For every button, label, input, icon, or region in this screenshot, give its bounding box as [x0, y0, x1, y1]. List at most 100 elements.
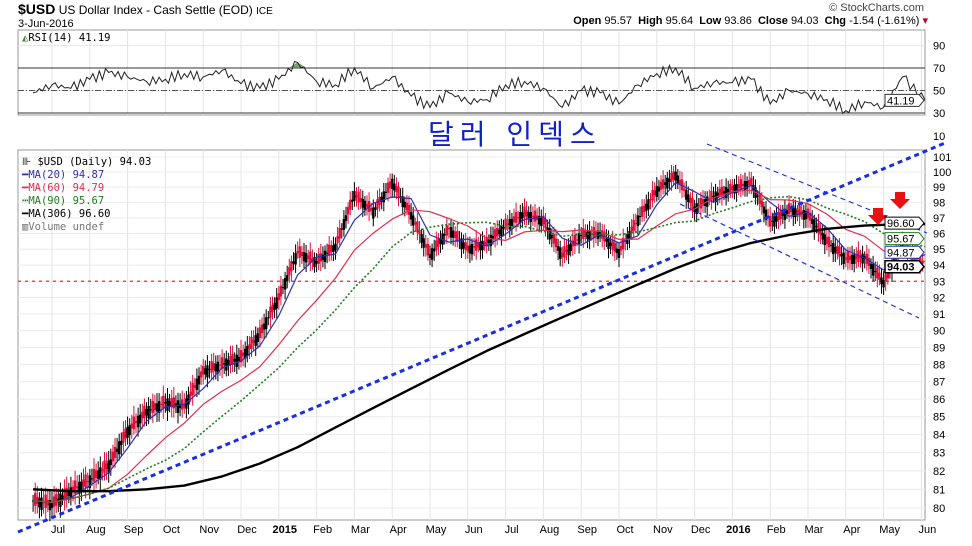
price-candle-body [281, 287, 285, 289]
price-candle-body [685, 189, 688, 200]
price-candle-body [237, 356, 241, 362]
price-candle-body [521, 212, 524, 219]
price-candle-body [855, 255, 858, 260]
price-candle-body [661, 179, 665, 189]
price-tick-label: 81 [933, 484, 945, 496]
price-candle-body [821, 232, 824, 240]
price-candle-body [613, 242, 616, 252]
price-candle-body [298, 246, 301, 258]
stockcharts-credit[interactable]: © StockCharts.com [829, 2, 924, 14]
price-candle-body [554, 238, 558, 248]
price-candle-body [796, 209, 799, 214]
price-candle-body [670, 172, 673, 182]
price-candle-body [871, 264, 875, 276]
price-candle-body [758, 193, 761, 205]
value-tag-label: 95.67 [887, 234, 915, 246]
price-candle-body [277, 293, 280, 301]
price-candle-body [449, 227, 453, 238]
price-candle-body [105, 463, 108, 470]
price-candle-body [355, 195, 358, 198]
price-candle-body [615, 248, 619, 254]
price-candle-body [292, 261, 295, 264]
price-candle-body [577, 233, 581, 245]
price-candle-body [651, 189, 654, 201]
price-tick-label: 86 [933, 394, 945, 406]
price-candle-body [844, 257, 847, 260]
price-candle-body [401, 196, 404, 208]
price-candle-body [351, 199, 354, 202]
price-candle-body [573, 235, 577, 246]
price-candle-body [239, 350, 243, 363]
price-candle-body [185, 398, 188, 409]
price-candle-body [191, 382, 194, 396]
volume-icon: ▥ [22, 221, 29, 233]
value-tag-ma20 [884, 245, 925, 259]
price-candle-body [393, 183, 396, 191]
value-tag-label: 94.03 [887, 262, 915, 274]
price-candle-body [300, 251, 304, 257]
price-candle-body [834, 246, 837, 253]
price-candle-body [120, 440, 123, 445]
price-candle-body [472, 245, 476, 248]
ma60-line [33, 189, 926, 503]
price-candle-body [216, 361, 220, 374]
price-candle-body [55, 494, 58, 506]
price-candle-body [386, 182, 390, 193]
price-candle-body [533, 210, 537, 222]
price-candle-body [199, 371, 203, 378]
price-candle-body [187, 394, 190, 405]
price-tick-label: 99 [933, 182, 945, 194]
price-candle-body [208, 368, 211, 370]
price-candle-body [420, 234, 423, 243]
rsi-value-tag [884, 93, 925, 107]
price-candle-body [827, 236, 831, 248]
price-candle-body [38, 498, 41, 508]
x-tick-label: May [879, 524, 900, 536]
price-candle-body [529, 211, 532, 223]
x-tick-label: 2016 [726, 524, 750, 536]
price-candle-body [342, 218, 346, 230]
legend-ma306: ━MA(306) 96.60 [22, 208, 111, 220]
price-candle-body [170, 398, 173, 408]
price-candle-body [502, 226, 505, 229]
down-arrow-icon: ▾ [922, 15, 928, 27]
price-candle-body [817, 222, 820, 234]
price-candle-body [256, 333, 259, 342]
ma306-line [33, 222, 926, 493]
price-candle-body [136, 415, 140, 428]
price-candle-body [527, 212, 530, 220]
price-candle-body [63, 488, 66, 500]
price-candle-body [514, 212, 518, 223]
price-candle-body [464, 242, 467, 250]
price-candle-body [487, 239, 490, 244]
legend-ma60: ━MA(60) 94.79 [22, 182, 105, 194]
value-tag-close [884, 259, 925, 274]
price-candle-body [733, 184, 736, 194]
price-candle-body [155, 403, 159, 412]
price-candle-body [921, 260, 924, 264]
x-tick-label: Apr [843, 524, 860, 536]
price-tick-label: 91 [933, 309, 945, 321]
price-candle-body [508, 219, 511, 230]
price-candle-body [544, 218, 547, 229]
price-candle-body [760, 200, 763, 208]
rsi-icon: ◭ [22, 32, 29, 44]
price-candle-body [479, 241, 482, 251]
price-candle-body [294, 253, 297, 265]
price-candle-body [548, 228, 551, 240]
price-candle-body [80, 481, 83, 491]
price-candle-body [882, 280, 885, 288]
price-candle-body [435, 240, 438, 251]
price-candle-body [785, 210, 789, 214]
price-candle-body [275, 297, 278, 309]
price-tick-label: 100 [933, 167, 951, 179]
price-candle-body [428, 254, 432, 258]
price-candle-body [195, 378, 199, 390]
price-candle-body [254, 335, 257, 346]
price-candle-body [674, 171, 677, 181]
rsi-line [33, 61, 926, 115]
price-candle-body [764, 209, 768, 221]
price-candle-body [609, 242, 612, 247]
price-candle-body [584, 230, 587, 238]
price-candle-body [103, 460, 106, 474]
